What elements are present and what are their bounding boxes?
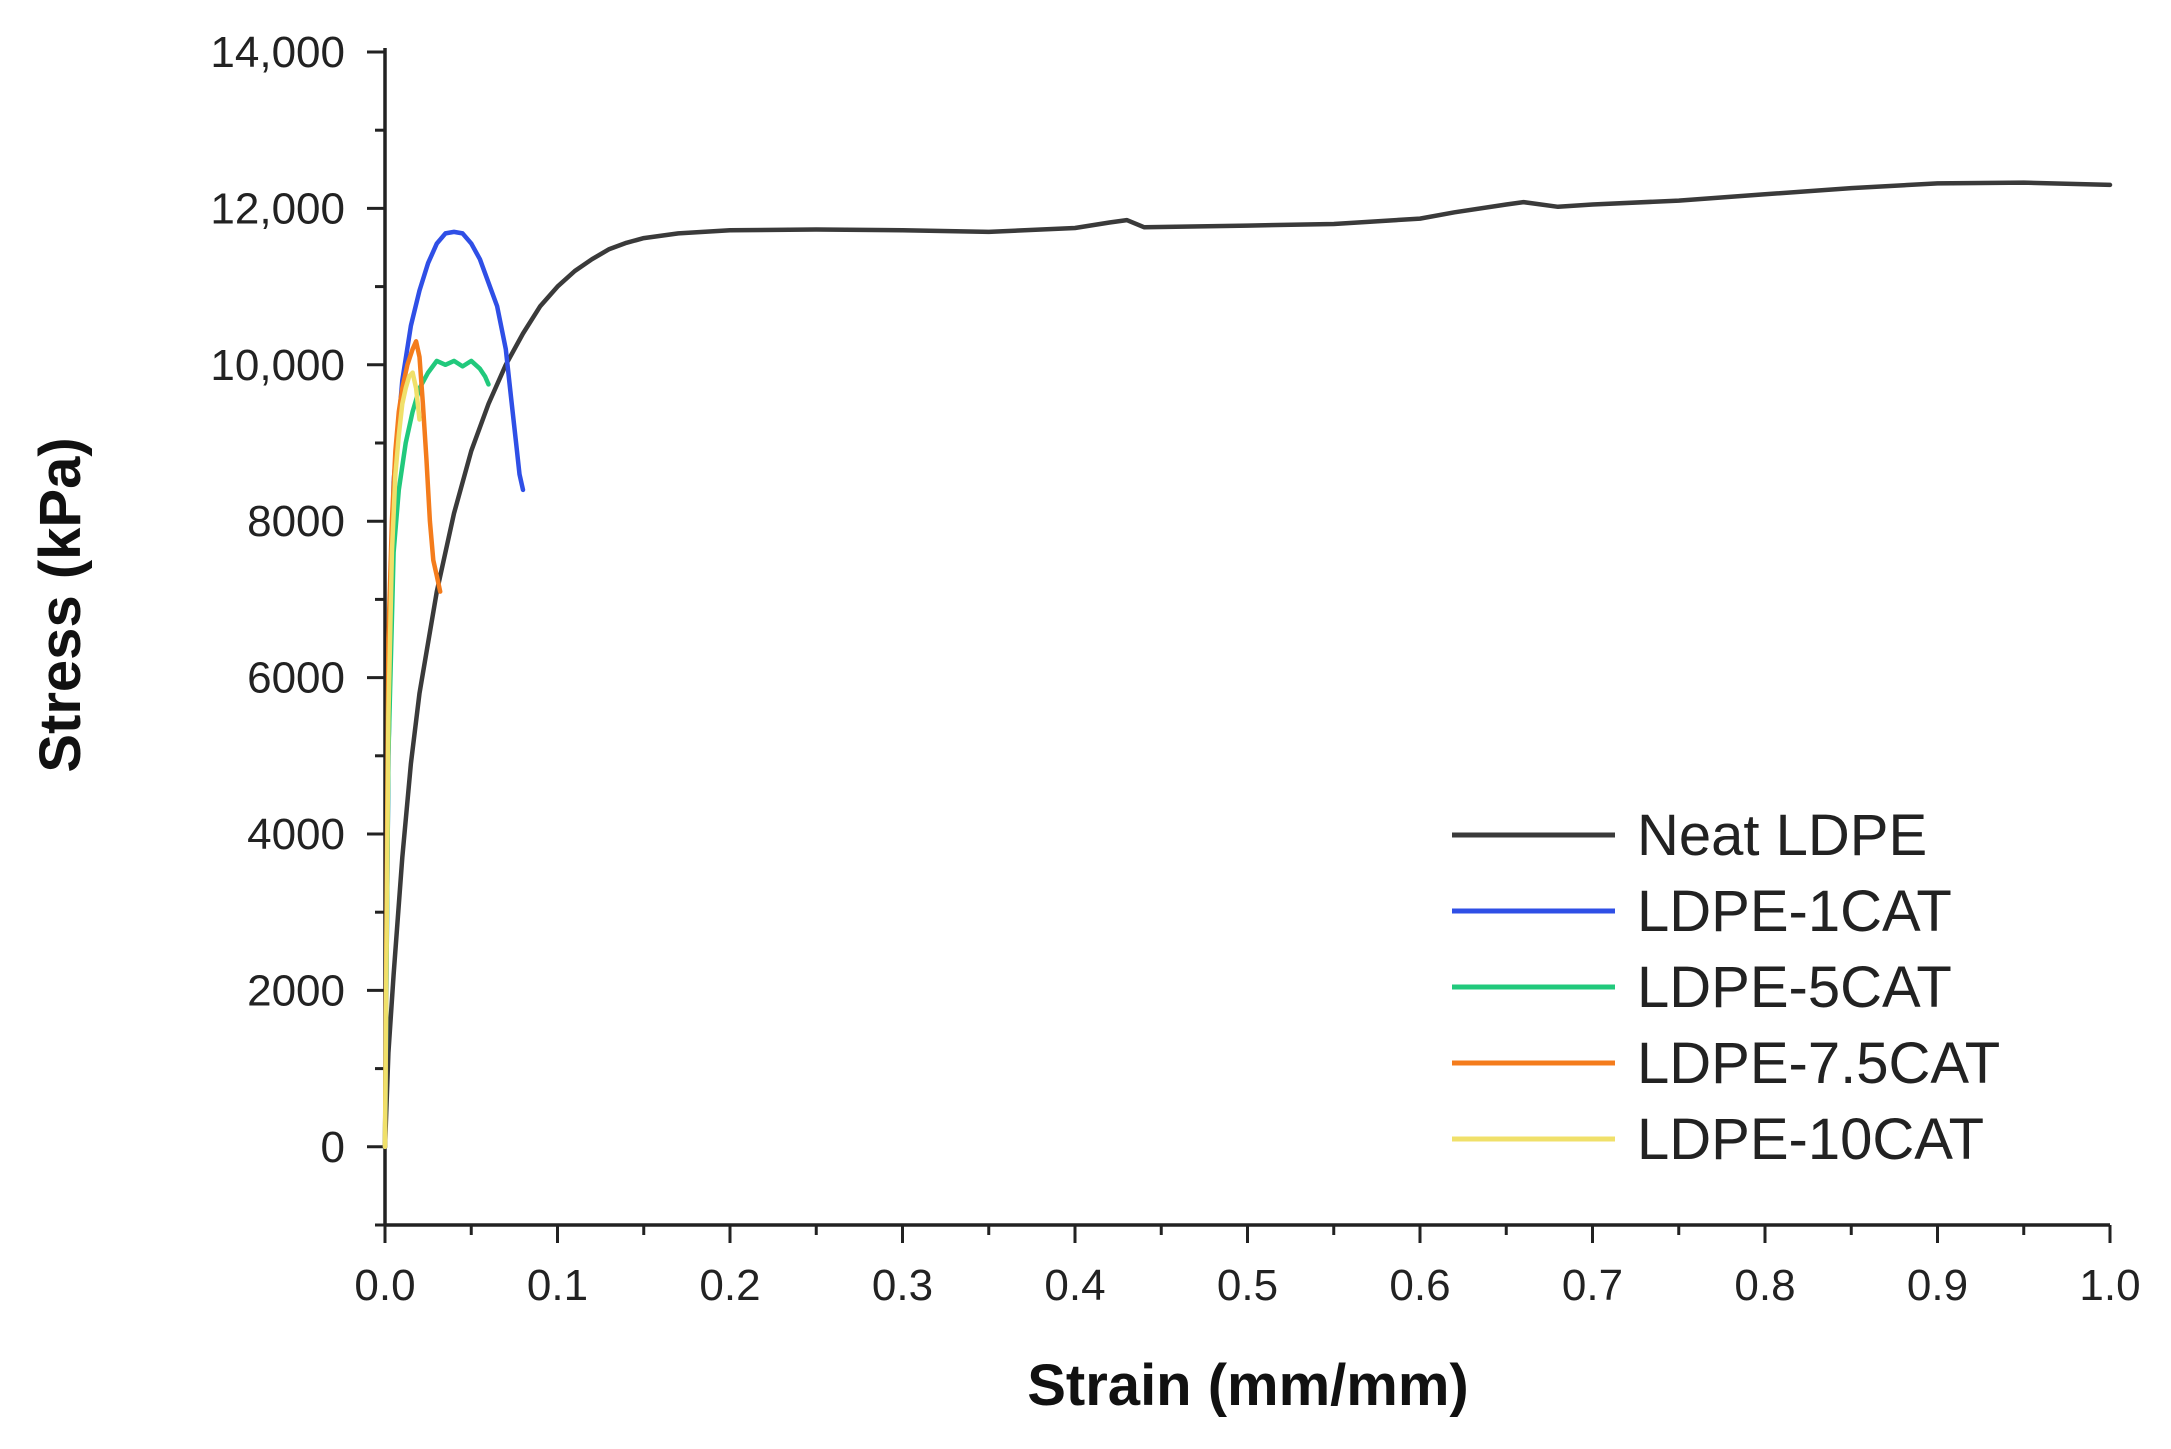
y-tick-label: 12,000 [210, 184, 345, 233]
y-axis-title: Stress (kPa) [28, 437, 93, 772]
y-tick-label: 8000 [247, 497, 345, 546]
legend-label-ldpe-10cat: LDPE-10CAT [1637, 1107, 1984, 1172]
legend-label-neat-ldpe: Neat LDPE [1637, 803, 1927, 868]
y-tick-label: 4000 [247, 810, 345, 859]
x-tick-label: 0.5 [1217, 1261, 1278, 1310]
x-tick-label: 0.6 [1389, 1261, 1450, 1310]
legend-label-ldpe-5cat: LDPE-5CAT [1637, 955, 1952, 1020]
x-axis-title: Strain (mm/mm) [1027, 1353, 1469, 1418]
series-line-ldpe-10cat [382, 370, 422, 1150]
series-line-ldpe-5cat [382, 358, 491, 1150]
x-tick-label: 1.0 [2079, 1261, 2140, 1310]
series-line-neat-ldpe [382, 180, 2113, 1150]
axes: 0 2000 4000 6000 8000 10,000 12,000 14,000 0.0 0.… [210, 28, 2140, 1310]
x-tick-label: 0.8 [1734, 1261, 1795, 1310]
x-tick-label: 0.2 [699, 1261, 760, 1310]
y-tick-label: 0 [321, 1123, 345, 1172]
x-tick-label: 0.1 [527, 1261, 588, 1310]
y-tick-label: 2000 [247, 966, 345, 1015]
y-tick-label: 10,000 [210, 341, 345, 390]
legend-label-ldpe-7-5cat: LDPE-7.5CAT [1637, 1031, 2000, 1096]
legend: Neat LDPE LDPE-1CAT LDPE-5CAT LDPE-7.5CAT LD… [1452, 803, 2000, 1172]
legend-label-ldpe-1cat: LDPE-1CAT [1637, 879, 1952, 944]
y-tick-label: 6000 [247, 654, 345, 703]
y-tick-label: 14,000 [210, 28, 345, 77]
x-tick-label: 0.4 [1044, 1261, 1105, 1310]
x-tick-label: 0.0 [354, 1261, 415, 1310]
plot-area [382, 180, 2113, 1150]
x-tick-label: 0.7 [1562, 1261, 1623, 1310]
x-tick-label: 0.3 [872, 1261, 933, 1310]
x-tick-label: 0.9 [1907, 1261, 1968, 1310]
